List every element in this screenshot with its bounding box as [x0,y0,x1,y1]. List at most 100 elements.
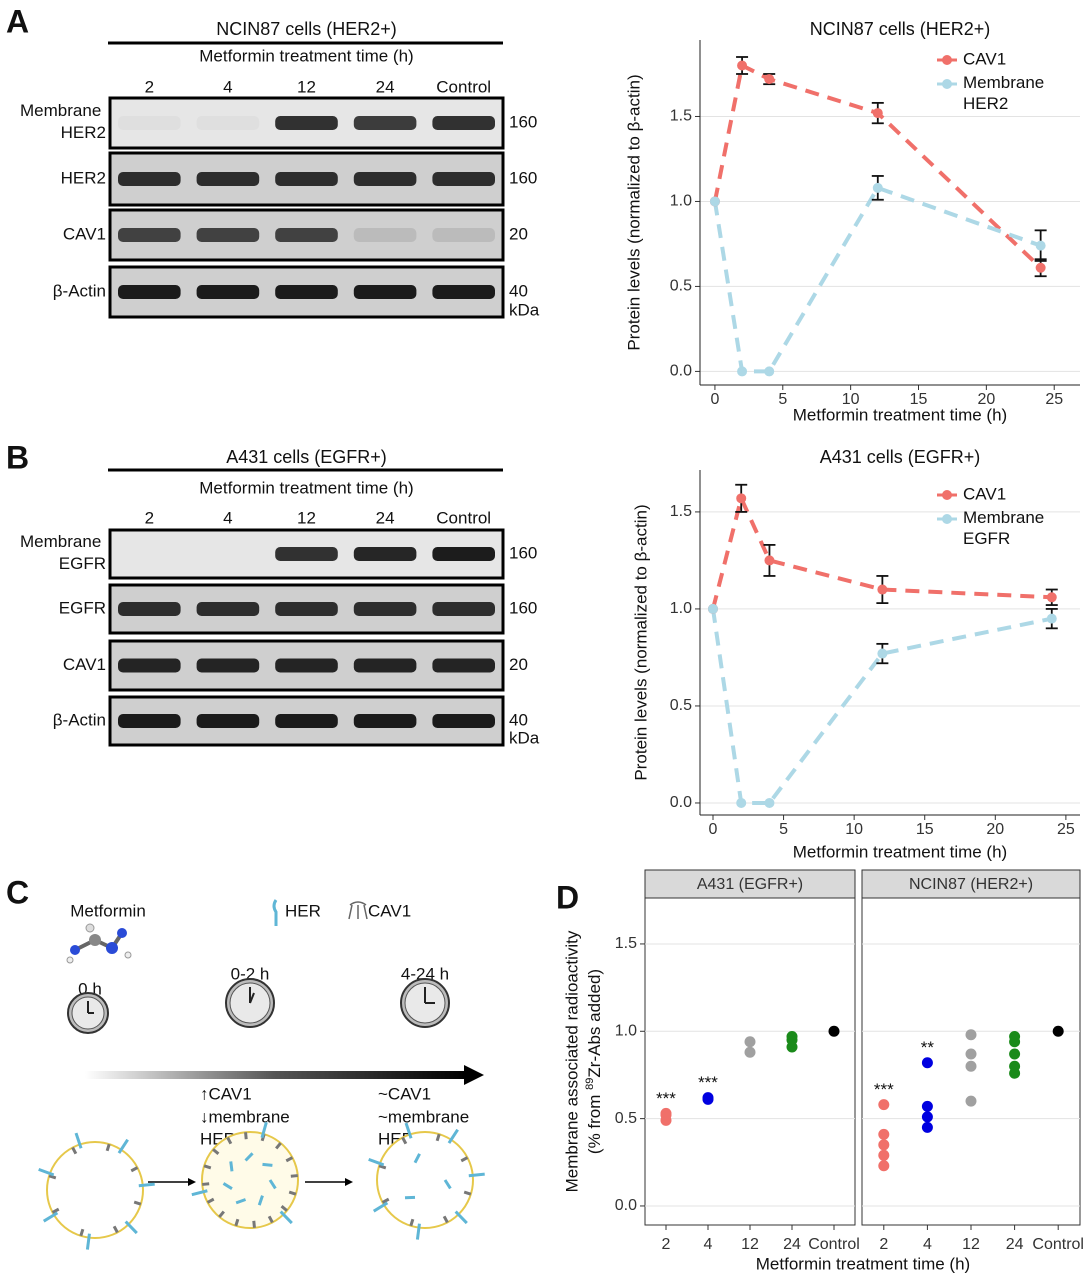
point [877,648,888,659]
y-tick-label: 0.5 [670,697,692,714]
x-axis-label: Metformin treatment time (h) [756,1254,970,1273]
her [138,1182,155,1188]
her [85,1233,91,1250]
point [1035,262,1046,273]
band [118,714,181,728]
x-axis-label: Metformin treatment time (h) [793,842,1007,861]
band [196,285,260,299]
significance: *** [656,1089,676,1108]
row-label: EGFR [59,598,106,617]
cav1 [226,1136,233,1145]
her [244,1152,254,1162]
cav1 [79,1228,85,1237]
band [196,714,260,728]
mw-label: 160 [509,598,537,617]
her [413,1153,421,1164]
point [965,1048,977,1060]
cav1 [71,1146,78,1155]
clock-hand [249,992,255,1004]
cav1 [401,1136,408,1145]
her [268,1179,277,1190]
timeline-arrow [464,1065,484,1085]
band [353,714,417,728]
band [353,547,417,561]
point [965,1029,977,1041]
band [353,285,417,299]
point [764,555,775,566]
her [257,1195,264,1206]
band [118,285,181,299]
band [275,547,338,561]
cav1 [105,1143,111,1152]
point [786,1031,798,1043]
row-label: Membrane EGFR [20,532,106,573]
her [74,1132,83,1149]
point [921,1100,933,1112]
legend-key [942,55,952,65]
arrow-head [188,1178,196,1186]
band [353,658,417,673]
cav1 [48,1174,57,1180]
facet-strip [861,869,1081,899]
cav1 [252,1220,256,1228]
time-label: 4-24 h [401,964,449,983]
cav1 [130,1166,139,1173]
y-tick-label: 1.5 [670,503,692,520]
her [454,1210,468,1225]
cav1 [244,1132,248,1140]
cav1 [51,1207,60,1214]
her [443,1179,452,1190]
her [42,1211,59,1223]
band [196,172,260,186]
x-tick-label: 20 [986,821,1004,838]
change-label: ↓membrane [200,1107,290,1126]
point [702,1092,714,1104]
row-label: CAV1 [63,655,106,674]
her [447,1128,459,1144]
time-label: 0-2 h [231,964,270,983]
band [353,228,417,242]
drug-label: Metformin [70,901,146,920]
point [921,1057,933,1069]
mw-label: 160 [509,543,537,562]
y-tick-label: 1.0 [615,1022,637,1039]
her [191,1189,208,1197]
point [1009,1048,1021,1060]
y-axis-label: Protein levels (normalized to β-actin) [624,74,643,350]
point [737,60,748,71]
point [877,584,888,595]
point [1046,613,1057,624]
cav1 [285,1156,294,1163]
band [118,116,181,130]
band [196,658,260,673]
band [275,116,338,130]
x-tick-label: 2 [662,1236,671,1253]
band [275,285,338,299]
mw-label: 40 [509,710,528,729]
arrow-head [345,1178,353,1186]
her [260,1121,268,1139]
cell [46,1141,144,1239]
point [965,1095,977,1107]
cav1 [212,1148,220,1155]
x-tick-label: 20 [977,391,995,408]
significance: *** [874,1080,894,1099]
mw-label: 160 [509,112,537,131]
point [878,1160,890,1172]
point [878,1099,890,1111]
point [764,366,775,377]
her-icon [272,899,278,926]
cav1 [442,1215,449,1224]
y-tick-label: 1.0 [670,600,692,617]
cav1 [378,1164,387,1170]
y-tick-label: 1.5 [670,108,692,125]
row-label: CAV1 [63,224,106,243]
label-part: Zr-Abs added) [585,969,604,1078]
blot-title: A431 cells (EGFR+) [226,447,387,467]
band [275,658,338,673]
facet-panel [644,897,856,1226]
her [468,1172,485,1178]
band [353,172,417,186]
x-tick-label: Control [1032,1236,1084,1253]
